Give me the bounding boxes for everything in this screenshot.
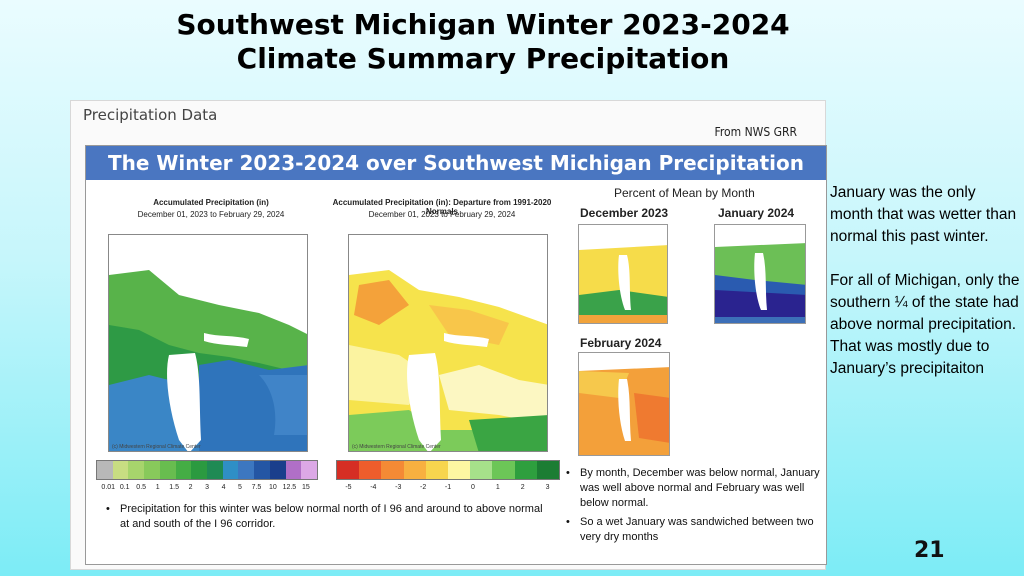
monthly-heading: Percent of Mean by Month: [614, 186, 755, 200]
map1-scale-tick-label: 1.5: [169, 484, 179, 491]
january-label: January 2024: [718, 206, 795, 220]
note-paragraph-1: January was the only month that was wett…: [830, 184, 1017, 245]
map1-scale-tick-label: 0.01: [101, 484, 116, 491]
map1-scale-tick-label: 1: [155, 484, 160, 491]
map2-subtitle: December 01, 2023 to February 29, 2024: [368, 210, 516, 219]
map1-scale-swatch: [285, 461, 302, 479]
left-bullets: Precipitation for this winter was below …: [104, 502, 544, 536]
map2-copyright: (c) Midwestern Regional Climate Center: [352, 444, 441, 450]
map1-scale-tick-label: 10: [269, 484, 277, 491]
map1-scale-tick-label: 2: [188, 484, 193, 491]
right-bullet-2: So a wet January was sandwiched between …: [564, 515, 826, 545]
map2-scale-swatch: [514, 461, 537, 479]
map1-scale-tick-label: 0.5: [136, 484, 147, 491]
map2-scale-tick-label: -1: [444, 484, 452, 491]
map2-scale-swatch: [403, 461, 426, 479]
february-label: February 2024: [580, 336, 662, 350]
map1-scale-tick-label: 4: [221, 484, 226, 491]
map1-scale-swatch: [144, 461, 160, 479]
map1-scale-swatch: [112, 461, 129, 479]
accumulated-precip-map: [108, 234, 308, 452]
right-bullet-1: By month, December was below normal, Jan…: [564, 466, 826, 511]
note-paragraph-2: For all of Michigan, only the southern ¼…: [830, 272, 1020, 377]
slide-number: 21: [914, 538, 945, 563]
map1-title: Accumulated Precipitation (in): [153, 198, 269, 207]
map2-scale-labels: -5 -4 -3 -2 -1 0 1 2 3: [336, 484, 560, 491]
map1-copyright: (c) Midwestern Regional Climate Center: [112, 444, 201, 450]
left-bullet-1: Precipitation for this winter was below …: [104, 502, 544, 532]
map1-color-scale: [96, 460, 318, 480]
map1-scale-tick-label: 7.5: [251, 484, 262, 491]
map2-scale-swatch: [381, 461, 404, 479]
map2-scale-tick-label: 3: [545, 484, 550, 491]
map2-scale-swatch: [337, 461, 360, 479]
map2-scale-tick-label: -5: [345, 484, 352, 491]
map1-scale-swatch: [97, 461, 113, 479]
map2-color-scale: [336, 460, 560, 480]
panel-label: Precipitation Data: [83, 106, 218, 124]
december-label: December 2023: [580, 206, 669, 220]
map2-scale-tick-label: 0: [470, 484, 475, 491]
map1-scale-swatch: [175, 461, 192, 479]
map2-scale-swatch: [470, 461, 493, 479]
map2-scale-tick-label: -3: [395, 484, 402, 491]
map1-scale-swatch: [238, 461, 255, 479]
map1-scale-labels: 0.01 0.1 0.5 1 1.5 2 3 4 5 7.5 10 12.5 15: [100, 484, 314, 491]
right-bullets: By month, December was below normal, Jan…: [564, 466, 826, 549]
february-map: [578, 352, 670, 456]
map2-scale-swatch: [536, 461, 560, 479]
december-map: [578, 224, 668, 324]
map1-scale-tick-label: 0.1: [119, 484, 130, 491]
map2-scale-swatch: [425, 461, 449, 479]
map2-scale-swatch: [448, 461, 471, 479]
map1-scale-tick-label: 3: [205, 484, 209, 491]
map1-scale-tick-label: 5: [238, 484, 242, 491]
slide-title-line-1: Southwest Michigan Winter 2023-2024: [176, 8, 790, 41]
map2-scale-tick-label: 1: [495, 484, 500, 491]
map1-scale-swatch: [191, 461, 208, 479]
map1-scale-tick-label: 12.5: [282, 484, 297, 491]
slide-title: Southwest Michigan Winter 2023-2024 Clim…: [0, 8, 966, 76]
departure-precip-map: [348, 234, 548, 452]
map1-scale-swatch: [128, 461, 145, 479]
map1-subtitle: December 01, 2023 to February 29, 2024: [137, 210, 285, 219]
precipitation-panel: Precipitation Data From NWS GRR The Wint…: [70, 100, 827, 570]
infographic-banner: The Winter 2023-2024 over Southwest Mich…: [86, 146, 826, 209]
map1-scale-swatch: [207, 461, 223, 479]
january-map: [714, 224, 806, 324]
source-credit: From NWS GRR: [714, 125, 797, 139]
slide-title-line-2: Climate Summary Precipitation: [236, 42, 730, 75]
map1-scale-swatch: [301, 461, 318, 479]
map1-scale-swatch: [222, 461, 239, 479]
map1-scale-tick-label: 15: [301, 484, 310, 491]
map2-scale-tick-label: -4: [370, 484, 377, 491]
map1-scale-swatch: [254, 461, 270, 479]
speaker-note: January was the only month that was wett…: [830, 182, 1022, 402]
map2-scale-tick-label: 2: [520, 484, 525, 491]
map1-scale-swatch: [159, 461, 176, 479]
map1-scale-swatch: [269, 461, 286, 479]
infographic: The Winter 2023-2024 over Southwest Mich…: [85, 145, 827, 565]
map2-scale-swatch: [492, 461, 515, 479]
map2-scale-swatch: [359, 461, 382, 479]
map2-scale-tick-label: -2: [420, 484, 427, 491]
map2-title: Accumulated Precipitation (in): Departur…: [332, 198, 552, 216]
